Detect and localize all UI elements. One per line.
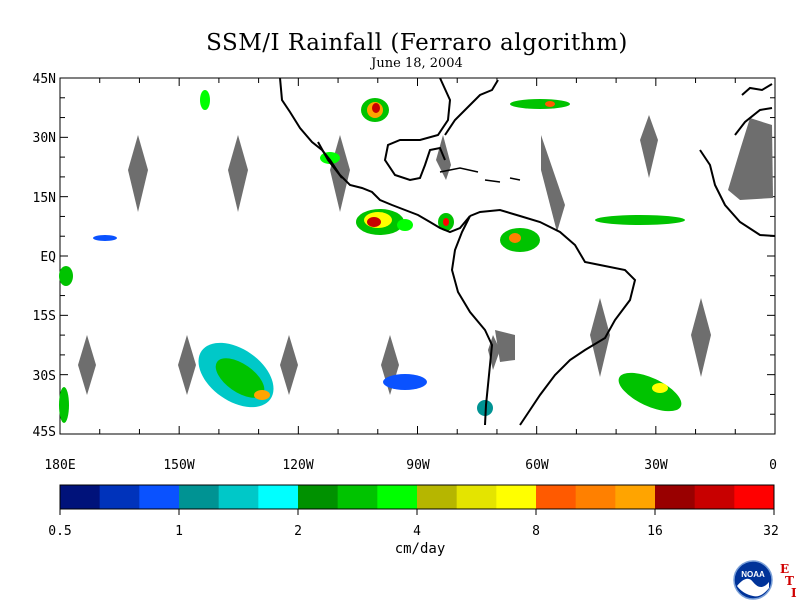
- swath-gap: [691, 298, 711, 377]
- cbar-tick-0.5: 0.5: [48, 524, 71, 539]
- swath-gap: [640, 115, 658, 178]
- rain-patch: [510, 99, 570, 109]
- south-america-coast: [450, 208, 637, 426]
- swath-gap: [495, 330, 515, 362]
- colorbar: [59, 484, 775, 515]
- swath-gap: [228, 135, 248, 212]
- rain-patch: [509, 233, 521, 243]
- swath-gap: [541, 135, 565, 232]
- cbar-tick-32: 32: [763, 524, 779, 539]
- colorbar-swatch: [99, 485, 140, 509]
- rain-patch: [59, 387, 69, 423]
- swath-gap: [78, 335, 96, 395]
- colorbar-swatch: [496, 485, 537, 509]
- lon-label-60w: 60W: [525, 458, 549, 473]
- map-ticks: [59, 77, 776, 435]
- eti-letter-t: T: [785, 574, 794, 588]
- east-coast: [444, 79, 499, 136]
- longitude-labels: 180E 150W 120W 90W 60W 30W 0: [44, 458, 777, 473]
- lat-label-45s: 45S: [33, 425, 56, 440]
- colorbar-swatch: [536, 485, 577, 509]
- lat-label-45n: 45N: [33, 72, 56, 87]
- cbar-tick-4: 4: [413, 524, 421, 539]
- baja-california: [317, 141, 343, 179]
- cbar-tick-1: 1: [175, 524, 183, 539]
- rain-patch: [443, 218, 449, 226]
- colorbar-swatch: [258, 485, 299, 509]
- lat-label-30n: 30N: [33, 131, 56, 146]
- rain-patch: [652, 383, 668, 393]
- rain-patch: [397, 219, 413, 231]
- colorbar-swatch: [218, 485, 259, 509]
- cbar-tick-2: 2: [294, 524, 302, 539]
- rain-patch: [200, 90, 210, 110]
- eti-logo: E T I: [778, 560, 800, 600]
- noaa-logo-text: NOAA: [741, 570, 765, 579]
- missing-data-swaths: [78, 115, 773, 395]
- lat-label-15s: 15S: [33, 309, 56, 324]
- rain-patch: [595, 215, 685, 225]
- swath-gap: [590, 298, 610, 377]
- colorbar-swatch: [615, 485, 656, 509]
- colorbar-tick-labels: 0.5 1 2 4 8 16 32: [48, 524, 779, 539]
- rain-patch: [618, 372, 682, 412]
- swath-gap: [178, 335, 196, 395]
- africa-coast: [699, 107, 776, 237]
- map-date: June 18, 2004: [371, 56, 463, 71]
- lon-label-90w: 90W: [406, 458, 430, 473]
- cbar-tick-16: 16: [647, 524, 663, 539]
- lat-label-30s: 30S: [33, 369, 56, 384]
- swath-gap: [280, 335, 298, 395]
- colorbar-swatch: [694, 485, 735, 509]
- lon-label-0: 0: [769, 458, 777, 473]
- caribbean-islands: [439, 167, 521, 183]
- iberia-coast: [741, 83, 773, 96]
- lon-label-120w: 120W: [282, 458, 313, 473]
- latitude-labels: 45N 30N 15N EQ 15S 30S 45S: [33, 72, 57, 440]
- eti-letter-i: I: [791, 586, 797, 600]
- colorbar-swatch: [298, 485, 339, 509]
- lon-label-180e: 180E: [44, 458, 75, 473]
- rain-patch: [59, 266, 73, 286]
- swath-gap: [128, 135, 148, 212]
- colorbar-swatch: [377, 485, 418, 509]
- colorbar-swatch: [139, 485, 180, 509]
- cbar-tick-8: 8: [532, 524, 540, 539]
- map-title: SSM/I Rainfall (Ferraro algorithm): [206, 30, 628, 56]
- noaa-logo: NOAA: [733, 560, 773, 600]
- rain-patch: [367, 217, 381, 227]
- rain-patch: [545, 101, 555, 107]
- swath-gap: [728, 118, 773, 200]
- colorbar-swatch: [417, 485, 458, 509]
- colorbar-swatch: [655, 485, 696, 509]
- colorbar-swatch: [575, 485, 616, 509]
- colorbar-swatch: [456, 485, 497, 509]
- lon-label-150w: 150W: [163, 458, 194, 473]
- north-america-coast: [279, 77, 471, 234]
- rain-patch: [383, 374, 427, 390]
- rain-patch: [254, 390, 270, 400]
- rain-patch: [215, 358, 265, 398]
- eti-letter-e: E: [780, 562, 790, 576]
- colorbar-swatch: [337, 485, 378, 509]
- rain-patch: [372, 103, 380, 113]
- rain-patch: [93, 235, 117, 241]
- coastlines: [279, 77, 776, 426]
- gulf-coast: [383, 77, 452, 182]
- lon-label-30w: 30W: [644, 458, 668, 473]
- lat-label-15n: 15N: [33, 191, 56, 206]
- colorbar-unit: cm/day: [394, 541, 446, 557]
- lat-label-eq: EQ: [40, 250, 56, 265]
- colorbar-swatch: [60, 485, 101, 509]
- colorbar-swatch: [734, 485, 775, 509]
- rainfall-patches: [59, 90, 685, 423]
- colorbar-swatch: [179, 485, 220, 509]
